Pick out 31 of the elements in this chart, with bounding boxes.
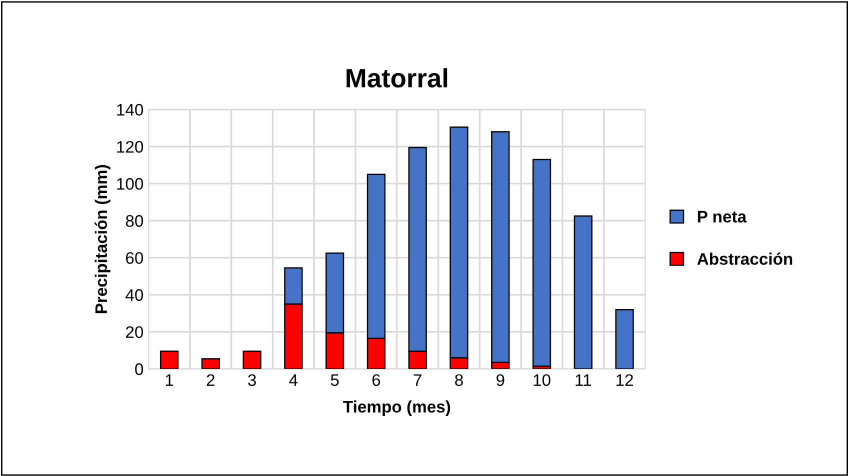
x-tick-label: 3 [248,374,256,386]
bar [160,350,179,369]
x-tick-label: 4 [289,374,298,386]
y-tick-label: 140 [117,104,144,116]
x-tick-label: 7 [414,374,422,386]
legend-label: P neta [698,210,747,223]
y-tick-label: 20 [126,326,144,338]
x-tick-label: 10 [534,374,550,386]
x-tick-label: 6 [372,374,380,386]
y-tick-label: 0 [135,363,144,376]
y-tick-label: 80 [126,215,144,227]
x-tick-label: 11 [576,374,591,386]
y-tick-label: 40 [126,289,144,301]
x-axis-title: Tiempo (mes) [343,400,450,416]
bar [574,215,592,369]
bar [532,158,552,367]
x-tick-label: 8 [455,374,463,386]
x-tick-label: 9 [496,374,504,386]
y-axis-title: Precipitación (mm) [94,165,110,314]
y-tick-label: 60 [126,252,144,264]
bar [201,358,220,369]
x-tick-label: 12 [616,374,633,386]
y-tick-label: 120 [117,140,144,153]
x-tick-label: 2 [206,374,214,386]
legend-label: Abstracción [697,252,792,265]
bar [242,350,262,369]
x-tick-label: 1 [166,374,174,386]
x-tick-label: 5 [330,374,339,386]
y-tick-label: 100 [117,178,144,190]
chart-title: Matorral [346,68,448,88]
bar [615,308,634,369]
